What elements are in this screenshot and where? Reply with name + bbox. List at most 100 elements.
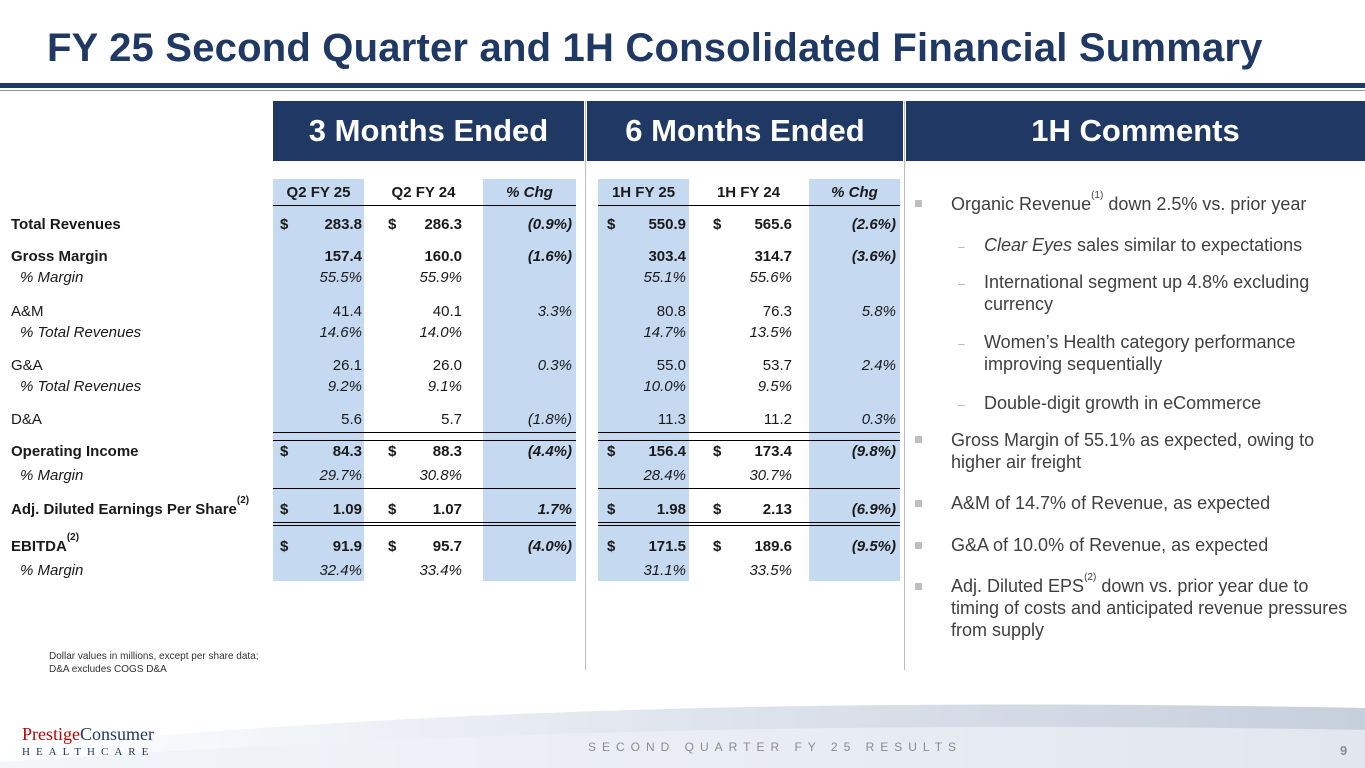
divider-2 xyxy=(904,101,905,670)
table-cell: 9.1% xyxy=(427,378,462,395)
table-cell: 28.4% xyxy=(643,467,686,484)
table-cell: 40.1 xyxy=(432,303,462,320)
row-underline xyxy=(598,488,900,489)
table-cell: 10.0% xyxy=(643,378,686,395)
table-cell: 11.2 xyxy=(763,411,792,428)
subcomment-womens-health: Women’s Health category performance impr… xyxy=(984,332,1296,374)
bullet-icon xyxy=(915,542,922,549)
table-cell: (1.6%) xyxy=(527,248,572,265)
comment-text: down vs. prior year due to timing of cos… xyxy=(951,576,1348,640)
divider-1 xyxy=(585,101,586,670)
table-cell: 30.8% xyxy=(419,467,462,484)
footnote-line: Dollar values in millions, except per sh… xyxy=(49,651,259,662)
table-cell: 32.4% xyxy=(319,562,362,579)
page-title: FY 25 Second Quarter and 1H Consolidated… xyxy=(47,26,1263,70)
shade-col-q2fy25 xyxy=(273,179,364,581)
row-underline xyxy=(273,522,576,523)
table-cell: 2.13 xyxy=(762,501,792,518)
row-label-ga-pct: % Total Revenues xyxy=(20,378,142,395)
table-cell: 95.7 xyxy=(432,538,462,555)
table-cell: (9.5%) xyxy=(851,538,896,555)
header-underline xyxy=(598,205,900,206)
table-cell: 303.4 xyxy=(648,248,686,265)
table-cell: 55.0 xyxy=(656,357,686,374)
table-cell: 157.4 xyxy=(324,248,362,265)
table-cell: 55.1% xyxy=(643,269,686,286)
table-cell: 550.9 xyxy=(648,216,686,233)
shade-col-1hfy25 xyxy=(598,179,689,581)
logo-word: Prestige xyxy=(22,724,80,744)
table-cell: 14.7% xyxy=(643,324,686,341)
row-label-am: A&M xyxy=(11,303,44,320)
footer-swoosh xyxy=(0,704,1365,768)
table-cell: 29.7% xyxy=(319,467,362,484)
row-label-da: D&A xyxy=(11,411,42,428)
table-cell: 3.3% xyxy=(537,303,572,320)
table-cell: 13.5% xyxy=(749,324,792,341)
comment-text: down 2.5% vs. prior year xyxy=(1103,194,1307,214)
table-cell: 11.3 xyxy=(657,411,686,428)
footnote-ref: (2) xyxy=(66,532,80,543)
bullet-icon xyxy=(915,583,922,590)
comment-am: A&M of 14.7% of Revenue, as expected xyxy=(951,493,1271,513)
table-cell: 156.4 xyxy=(648,443,686,460)
currency-symbol: $ xyxy=(607,501,616,518)
comment-gross-margin: Gross Margin of 55.1% as expected, owing… xyxy=(951,430,1315,472)
row-label-total-revenues: Total Revenues xyxy=(11,216,121,233)
subcomment-clear-eyes: Clear Eyes sales similar to expectations xyxy=(984,234,1359,256)
table-cell: 1.07 xyxy=(432,501,462,518)
currency-symbol: $ xyxy=(713,443,722,460)
table-cell: 5.6 xyxy=(341,411,362,428)
table-cell: 30.7% xyxy=(749,467,792,484)
table-cell: 5.8% xyxy=(861,303,896,320)
col-header: 1H FY 25 xyxy=(611,184,676,201)
dash-icon xyxy=(958,247,965,248)
table-cell: 283.8 xyxy=(324,216,362,233)
table-cell: 1.09 xyxy=(332,501,362,518)
row-label-op-income: Operating Income xyxy=(11,443,139,460)
currency-symbol: $ xyxy=(713,538,722,555)
currency-symbol: $ xyxy=(607,538,616,555)
subcomment-international: International segment up 4.8% excluding … xyxy=(984,272,1310,314)
title-rule-thin xyxy=(0,90,1365,91)
dash-icon xyxy=(958,284,965,285)
row-label-am-pct: % Total Revenues xyxy=(20,324,142,341)
table-cell: 41.4 xyxy=(332,303,362,320)
row-label-gross-margin: Gross Margin xyxy=(11,248,108,265)
table-cell: (6.9%) xyxy=(851,501,896,518)
comment-ga: G&A of 10.0% of Revenue, as expected xyxy=(951,535,1269,555)
bullet-icon xyxy=(915,436,922,443)
dash-icon xyxy=(958,405,965,406)
table-cell: 2.4% xyxy=(861,357,896,374)
table-cell: 26.0 xyxy=(432,357,462,374)
table-cell: 1.7% xyxy=(537,501,572,518)
table-cell: 55.6% xyxy=(749,269,792,286)
comment-organic-revenue: Organic Revenue(1) down 2.5% vs. prior y… xyxy=(951,191,1351,215)
table-cell: 5.7 xyxy=(441,411,462,428)
table-cell: 88.3 xyxy=(432,443,462,460)
row-label-ebitda-pct: % Margin xyxy=(20,562,84,579)
comment-text: sales similar to expectations xyxy=(1072,235,1303,255)
title-rule xyxy=(0,83,1365,88)
bullet-icon xyxy=(915,500,922,507)
row-label-ga: G&A xyxy=(11,357,43,374)
comment-eps: Adj. Diluted EPS(2) down vs. prior year … xyxy=(951,572,1351,641)
footnote: Dollar values in millions, except per sh… xyxy=(49,650,259,676)
company-logo: PrestigeConsumer HEALTHCARE xyxy=(22,724,154,758)
row-underline xyxy=(598,525,900,526)
currency-symbol: $ xyxy=(713,501,722,518)
table-cell: 26.1 xyxy=(332,357,362,374)
table-cell: 1.98 xyxy=(656,501,686,518)
row-label-op-pct: % Margin xyxy=(20,467,84,484)
header-underline xyxy=(273,205,576,206)
footnote-line: D&A excludes COGS D&A xyxy=(49,664,167,675)
currency-symbol: $ xyxy=(388,443,397,460)
comment-text: Clear Eyes xyxy=(984,235,1073,255)
table-cell: 76.3 xyxy=(762,303,792,320)
table-cell: (4.4%) xyxy=(527,443,572,460)
currency-symbol: $ xyxy=(607,443,616,460)
comment-text: Adj. Diluted EPS xyxy=(951,576,1085,596)
table-cell: 31.1% xyxy=(643,562,686,579)
footnote-ref: (2) xyxy=(1084,572,1097,583)
table-cell: (4.0%) xyxy=(527,538,572,555)
